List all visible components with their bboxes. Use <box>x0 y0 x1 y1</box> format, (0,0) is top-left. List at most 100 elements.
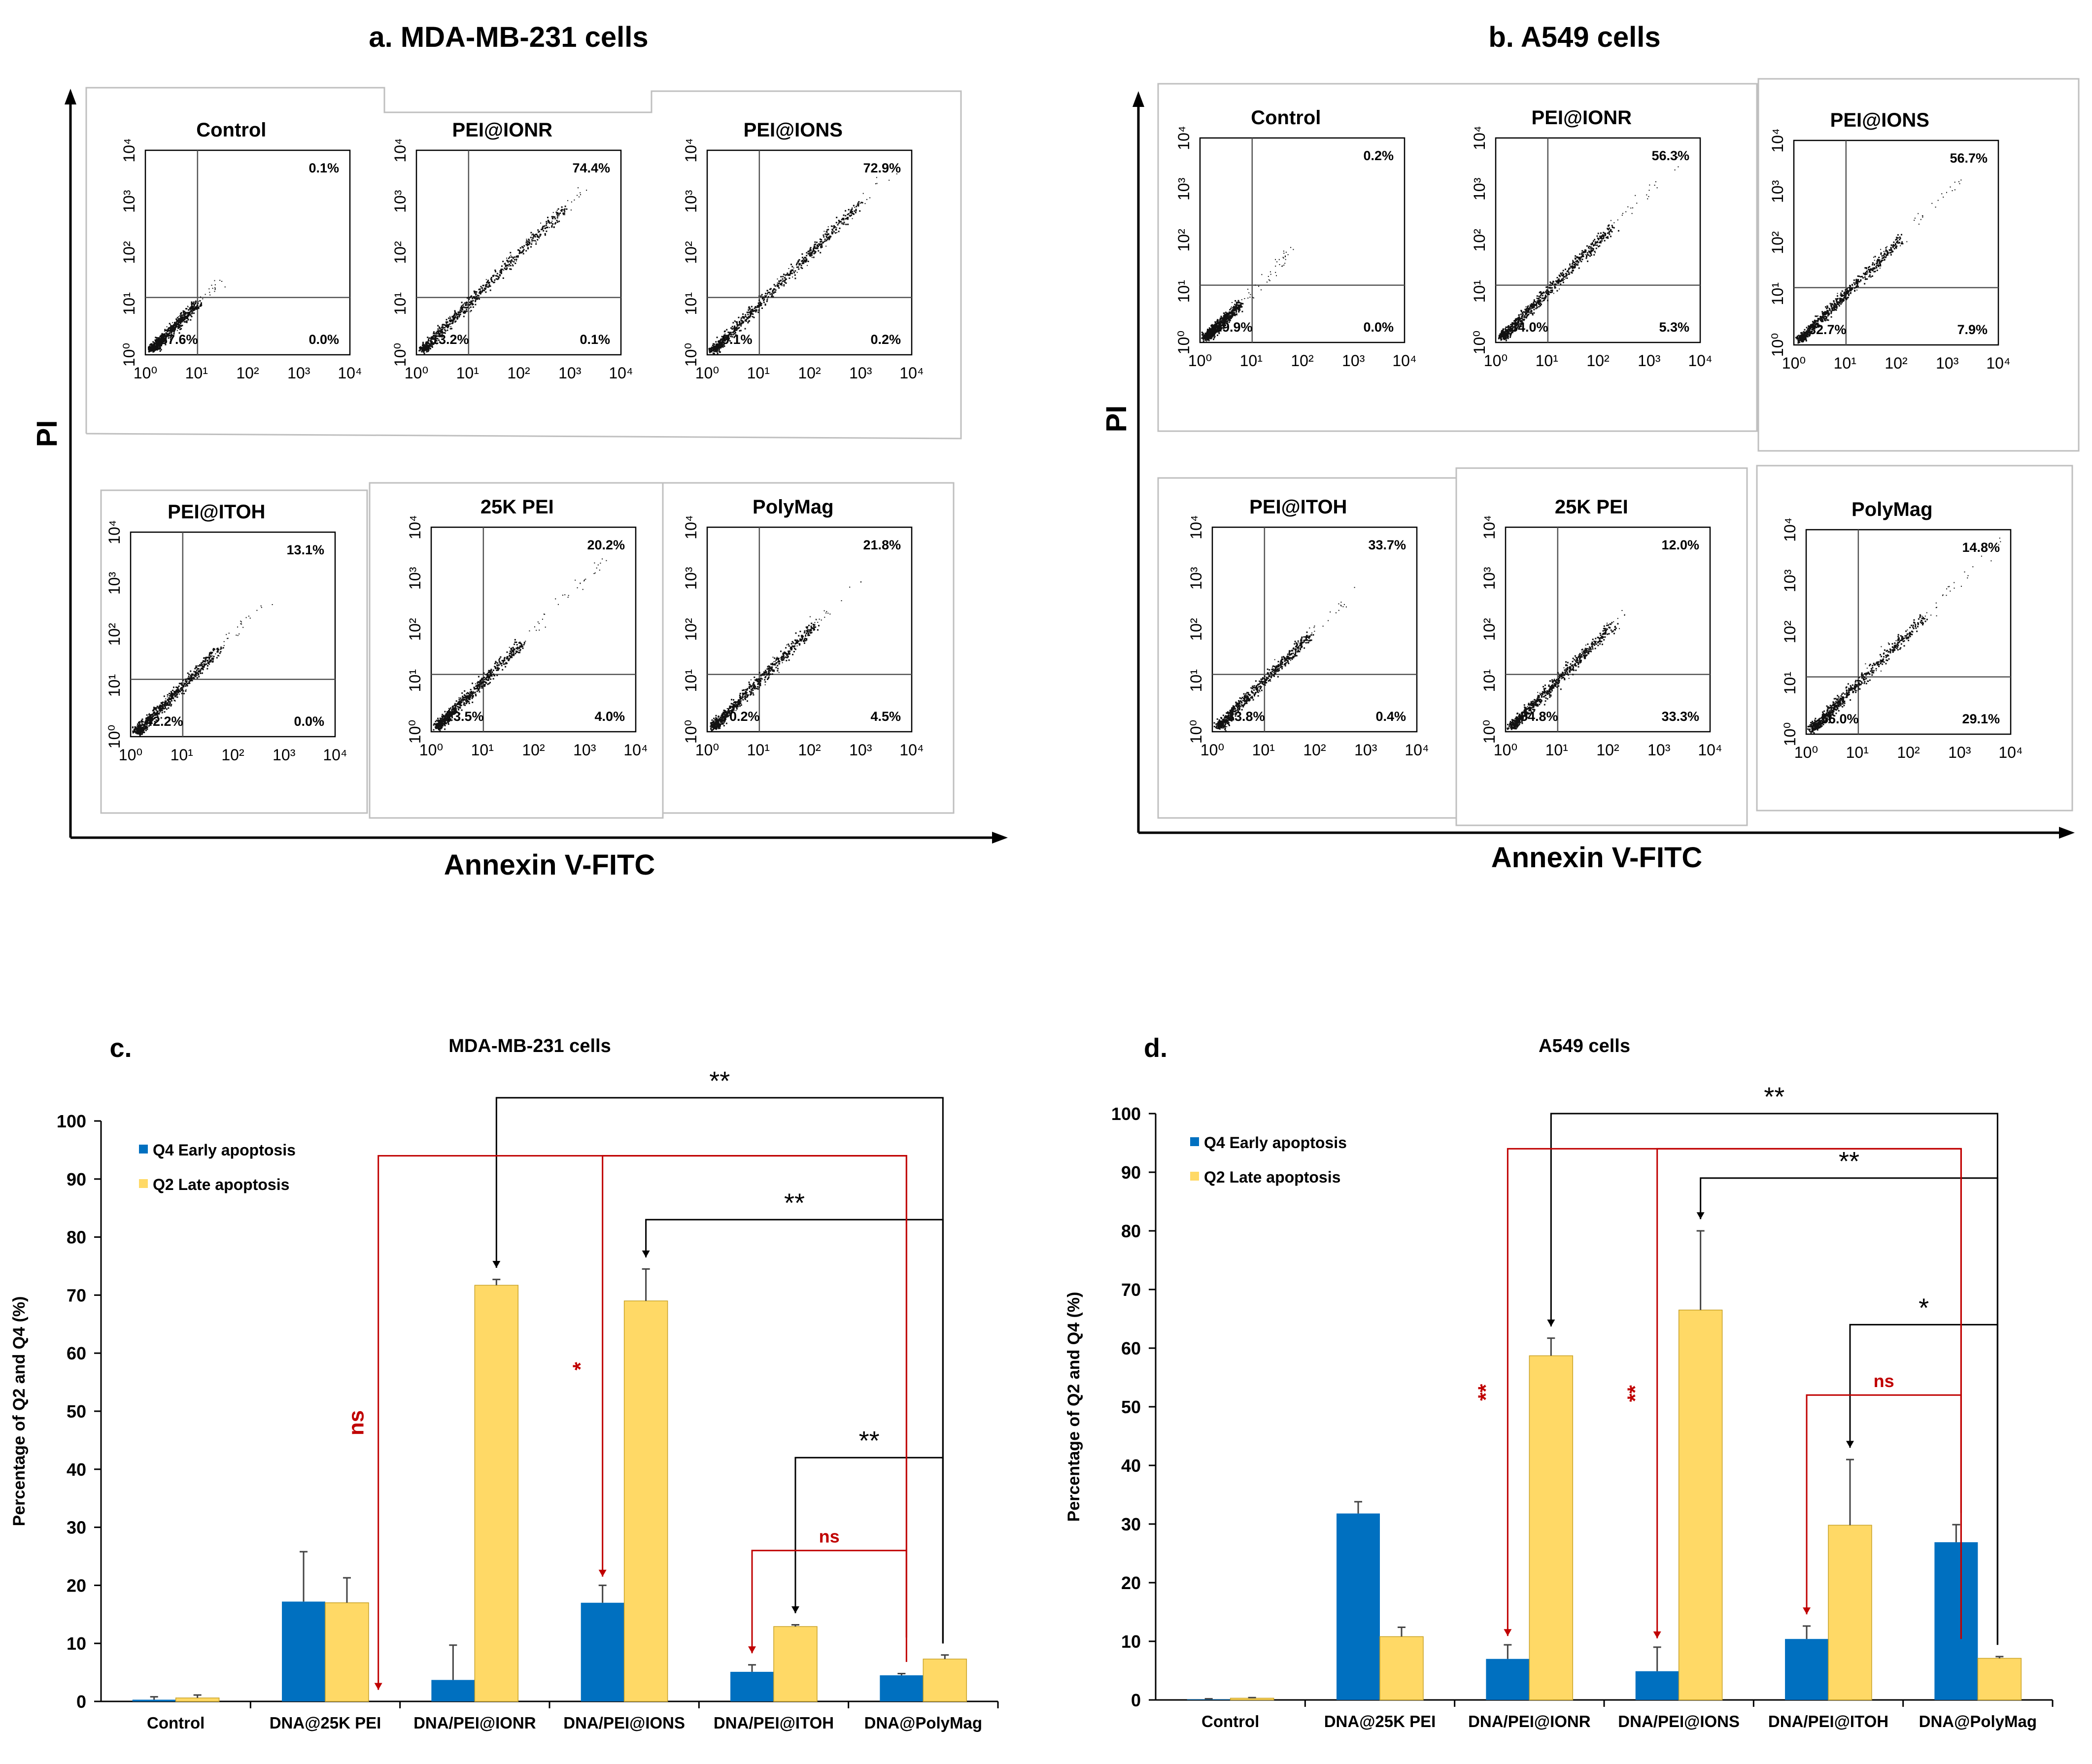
flow-b-4-xtick: 10² <box>1596 741 1619 759</box>
flow-b-2-title: PEI@IONS <box>1830 109 1929 131</box>
panel-a-ylabel: PI <box>31 420 63 447</box>
flow-a-2-frame <box>706 149 913 356</box>
flow-b-1-frame <box>1495 137 1701 343</box>
flow-a-0-frame <box>144 149 351 356</box>
flow-b-3-q1: 33.7% <box>1368 538 1406 552</box>
chart-d-sig-bracket <box>1849 1323 1998 1645</box>
chart-d-bar-early <box>1486 1659 1530 1700</box>
panel-a-y-arrow <box>65 89 76 104</box>
flow-b-1-event-path <box>1498 157 1682 341</box>
chart-c-bar-early <box>730 1671 774 1701</box>
flow-b-5-xtick: 10⁰ <box>1794 744 1818 761</box>
flow-b-3-ytick: 10³ <box>1187 567 1205 590</box>
flow-a-3-q4: 0.0% <box>294 714 324 729</box>
chart-d-title: A549 cells <box>1539 1036 1630 1056</box>
chart-c-sig-bracket <box>602 1155 907 1638</box>
flow-a-5-xtick: 10⁰ <box>695 741 719 759</box>
flow-a-2-ytick: 10⁴ <box>682 138 700 162</box>
chart-d-category-label: DNA/PEI@ITOH <box>1768 1712 1888 1730</box>
flow-a-0-events <box>148 279 226 353</box>
flow-b-5-title: PolyMag <box>1852 499 1932 520</box>
flow-a-3-ytick: 10⁰ <box>105 725 123 748</box>
chart-d-category-label: DNA/PEI@IONS <box>1618 1712 1740 1730</box>
chart-d-legend-swatch <box>1190 1172 1199 1181</box>
flow-b-4-event-path <box>1507 610 1625 730</box>
chart-c-sig-arrow <box>492 1261 501 1268</box>
flow-b-2-q4: 7.9% <box>1957 322 1988 337</box>
chart-c-bar-late <box>623 1300 668 1702</box>
flow-a-5-xtick: 10¹ <box>747 741 770 759</box>
flow-b-0-ytick: 10¹ <box>1175 280 1193 303</box>
chart-c-sig-label: ns <box>819 1527 840 1547</box>
flow-b-1-ytick: 10⁴ <box>1471 126 1488 150</box>
flow-b-0-xtick: 10¹ <box>1240 352 1263 370</box>
flow-a-4-event-path <box>433 558 607 732</box>
flow-b-4-ytick: 10² <box>1480 618 1498 641</box>
flow-b-1-ytick: 10⁰ <box>1471 331 1488 354</box>
flow-b-3-xtick: 10³ <box>1354 741 1377 759</box>
flow-a-0-xtick: 10¹ <box>185 364 208 382</box>
chart-d-legend-label: Q4 Early apoptosis <box>1204 1134 1347 1152</box>
chart-d: d. A549 cells Percentage of Q2 and Q4 (%) 0… <box>1064 1033 2054 1730</box>
flow-a-1-xtick: 10¹ <box>456 364 479 382</box>
flow-b-5-frame <box>1805 529 2012 735</box>
flow-b-4-q4: 33.3% <box>1661 709 1699 724</box>
flow-b-5-ytick: 10⁴ <box>1781 517 1799 542</box>
flow-b-4-xtick: 10¹ <box>1545 741 1568 759</box>
chart-d-bar-late <box>1977 1658 2022 1700</box>
flow-b-0-xtick: 10⁴ <box>1392 352 1416 370</box>
chart-d-bar-early <box>1635 1671 1679 1700</box>
chart-d-bar-late <box>1529 1355 1574 1700</box>
flow-a-0-xtick: 10⁰ <box>134 364 157 382</box>
flow-a-2-xtick: 10¹ <box>747 364 770 382</box>
chart-c-ylabel: Percentage of Q2 and Q4 (%) <box>10 1296 29 1527</box>
chart-d-ytick-label: 100 <box>1111 1104 1141 1124</box>
flow-b-2-ytick: 10³ <box>1769 180 1786 203</box>
flow-a-3-xtick: 10² <box>221 746 244 764</box>
chart-c-legend-swatch <box>139 1145 148 1153</box>
flow-a-0-ytick: 10³ <box>120 190 138 213</box>
chart-c-category-label: DNA/PEI@IONS <box>563 1714 685 1732</box>
flow-a-4-ytick: 10² <box>406 618 424 641</box>
flow-b-5-event-path <box>1807 538 2001 734</box>
panel-b-x-arrow <box>2059 827 2075 839</box>
flow-a-1-ytick: 10⁰ <box>391 343 409 367</box>
flow-a-3-xtick: 10¹ <box>171 746 193 764</box>
chart-d-category-label: DNA/PEI@IONR <box>1468 1712 1591 1730</box>
flow-a-1-events <box>418 187 587 354</box>
chart-d-sig-arrow <box>1846 1441 1854 1448</box>
flow-a-1-q4: 0.1% <box>580 332 610 347</box>
flow-b-5-ytick: 10¹ <box>1781 672 1799 694</box>
flow-a-2-title: PEI@IONS <box>744 119 843 141</box>
flow-a-5-xtick: 10³ <box>849 741 872 759</box>
flow-b-1-ytick: 10¹ <box>1471 280 1488 303</box>
chart-c-ytick-label: 100 <box>57 1111 86 1131</box>
flow-b-1-q1: 56.3% <box>1651 148 1689 163</box>
chart-c-category-label: DNA/PEI@ITOH <box>714 1714 834 1732</box>
flow-a-4-ytick: 10⁴ <box>406 515 424 539</box>
chart-c-legend-label: Q4 Early apoptosis <box>153 1141 296 1159</box>
flow-b-5-q4: 29.1% <box>1962 712 2000 726</box>
flow-a-1-xtick: 10³ <box>558 364 582 382</box>
chart-d-bar-early <box>1934 1542 1978 1700</box>
flow-a-3-frame <box>130 531 336 738</box>
chart-d-sig-bracket <box>1656 1148 1962 1639</box>
flow-a-1-ytick: 10² <box>391 241 409 264</box>
flow-a-5-ytick: 10² <box>682 618 700 641</box>
chart-c-ytick-label: 90 <box>67 1169 86 1189</box>
chart-c-label: c. <box>109 1033 132 1063</box>
flow-a-4-frame <box>430 526 637 733</box>
flow-a-2-ytick: 10³ <box>682 190 700 213</box>
flow-a-1-ytick: 10¹ <box>391 292 409 315</box>
flow-a-3-ytick: 10³ <box>105 572 123 595</box>
flow-b-3-xtick: 10⁴ <box>1405 741 1429 759</box>
flow-b-2-frame <box>1793 139 1999 346</box>
panel-a-title: a. MDA-MB-231 cells <box>369 21 648 53</box>
chart-c-ytick-label: 0 <box>76 1692 86 1712</box>
chart-d-bar-late <box>1379 1636 1424 1700</box>
panel-a-xlabel: Annexin V-FITC <box>444 849 655 881</box>
flow-a-2-xtick: 10³ <box>849 364 872 382</box>
flow-a-5-xtick: 10⁴ <box>899 741 924 759</box>
flow-b-3-q4: 0.4% <box>1375 709 1406 724</box>
flow-b-1-xtick: 10³ <box>1638 352 1661 370</box>
